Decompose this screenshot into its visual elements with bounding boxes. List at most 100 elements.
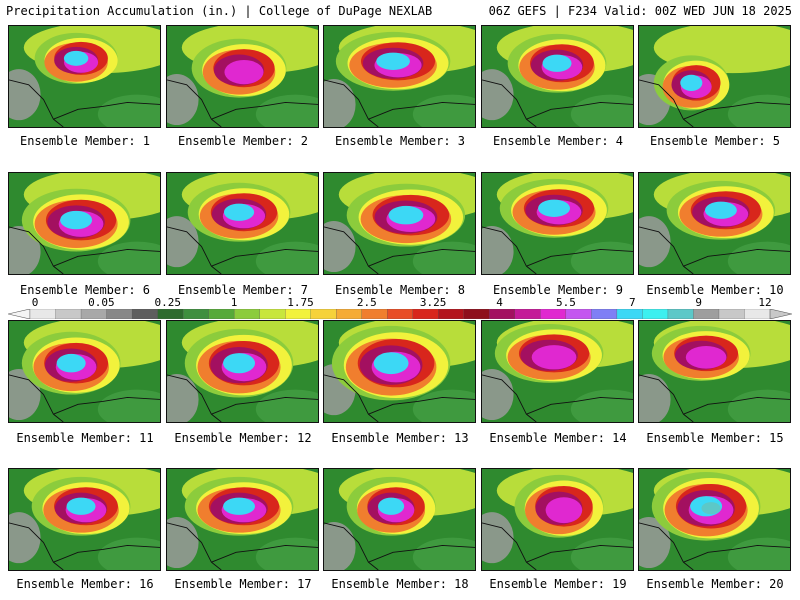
member-map-7 bbox=[166, 172, 319, 275]
scale-arrow-left bbox=[8, 309, 31, 319]
precip-field-11 bbox=[9, 321, 160, 422]
precip-field-9 bbox=[482, 173, 633, 274]
contour-7 bbox=[56, 353, 86, 373]
scale-swatch bbox=[565, 309, 592, 319]
scale-tick-label: 7 bbox=[628, 296, 636, 309]
coastline bbox=[482, 79, 633, 127]
scale-swatch bbox=[591, 309, 618, 319]
member-caption: Ensemble Member: 2 bbox=[177, 134, 309, 148]
contour-5.5 bbox=[685, 345, 727, 369]
precip-field-8 bbox=[324, 173, 475, 274]
member-map-19 bbox=[481, 468, 634, 571]
precip-field-1 bbox=[9, 26, 160, 127]
member-map-3 bbox=[323, 25, 476, 128]
scale-swatch bbox=[693, 309, 720, 319]
scale-tick-label: 1.75 bbox=[287, 296, 314, 309]
member-map-18 bbox=[323, 468, 476, 571]
scale-swatch bbox=[667, 309, 694, 319]
scale-swatch bbox=[718, 309, 745, 319]
scale-swatch bbox=[642, 309, 669, 319]
contour-5.5 bbox=[545, 497, 583, 524]
member-caption: Ensemble Member: 20 bbox=[646, 577, 784, 591]
precip-field-15 bbox=[639, 321, 790, 422]
member-map-13 bbox=[323, 320, 476, 423]
scale-swatch bbox=[310, 309, 337, 319]
dry-region bbox=[639, 517, 671, 569]
contour-7 bbox=[704, 201, 737, 219]
scale-tick-label: 0.25 bbox=[154, 296, 181, 309]
precip-field-7 bbox=[167, 173, 318, 274]
dry-region bbox=[324, 78, 356, 127]
member-map-8 bbox=[323, 172, 476, 275]
member-map-15 bbox=[638, 320, 791, 423]
member-map-5 bbox=[638, 25, 791, 128]
coastline bbox=[9, 374, 160, 422]
coastline bbox=[639, 522, 790, 570]
scale-swatch bbox=[463, 309, 490, 319]
scale-tick-label: 0.05 bbox=[88, 296, 115, 309]
precip-field-5 bbox=[639, 26, 790, 127]
member-caption: Ensemble Member: 1 bbox=[19, 134, 151, 148]
contour-7 bbox=[680, 74, 703, 91]
member-map-12 bbox=[166, 320, 319, 423]
scale-tick-label: 2.5 bbox=[356, 296, 377, 309]
dry-region bbox=[324, 521, 356, 570]
member-caption: Ensemble Member: 9 bbox=[492, 283, 624, 297]
contour-5.5 bbox=[224, 59, 264, 85]
dry-region bbox=[167, 74, 199, 126]
coastline bbox=[482, 522, 633, 570]
scale-swatch bbox=[387, 309, 414, 319]
coastline bbox=[9, 226, 160, 274]
scale-swatch bbox=[80, 309, 108, 319]
scale-swatch bbox=[336, 309, 363, 319]
member-map-9 bbox=[481, 172, 634, 275]
member-map-11 bbox=[8, 320, 161, 423]
scale-tick-label: 5.5 bbox=[555, 296, 576, 309]
precip-field-10 bbox=[639, 173, 790, 274]
member-map-20 bbox=[638, 468, 791, 571]
precip-field-2 bbox=[167, 26, 318, 127]
member-map-1 bbox=[8, 25, 161, 128]
scale-swatch bbox=[208, 309, 235, 319]
member-map-14 bbox=[481, 320, 634, 423]
coastline bbox=[482, 374, 633, 422]
coastline bbox=[324, 374, 475, 422]
precip-field-19 bbox=[482, 469, 633, 570]
coastline bbox=[167, 226, 318, 274]
member-caption: Ensemble Member: 4 bbox=[492, 134, 624, 148]
scale-swatch bbox=[182, 309, 210, 319]
valid-time: 06Z GEFS | F234 Valid: 00Z WED JUN 18 20… bbox=[488, 4, 792, 18]
scale-swatch bbox=[106, 309, 133, 319]
contour-7 bbox=[378, 497, 405, 515]
scale-swatch bbox=[29, 309, 56, 319]
scale-swatch bbox=[233, 309, 261, 319]
precip-field-6 bbox=[9, 173, 160, 274]
scale-swatch bbox=[157, 309, 184, 319]
member-caption: Ensemble Member: 13 bbox=[331, 431, 469, 445]
contour-7 bbox=[538, 199, 571, 217]
precip-field-18 bbox=[324, 469, 475, 570]
precip-field-14 bbox=[482, 321, 633, 422]
scale-tick-label: 9 bbox=[695, 296, 702, 309]
color-scale-bar bbox=[8, 309, 792, 319]
scale-swatch bbox=[616, 309, 643, 319]
scale-tick-label: 12 bbox=[758, 296, 772, 309]
coastline bbox=[9, 522, 160, 570]
coastline bbox=[639, 226, 790, 274]
member-map-4 bbox=[481, 25, 634, 128]
contour-7 bbox=[63, 50, 89, 66]
precip-field-16 bbox=[9, 469, 160, 570]
member-caption: Ensemble Member: 18 bbox=[331, 577, 469, 591]
scale-swatch bbox=[744, 309, 771, 319]
member-map-2 bbox=[166, 25, 319, 128]
coastline bbox=[324, 522, 475, 570]
member-caption: Ensemble Member: 6 bbox=[19, 283, 151, 297]
member-caption: Ensemble Member: 16 bbox=[16, 577, 154, 591]
member-map-6 bbox=[8, 172, 161, 275]
scale-arrow-right bbox=[769, 309, 792, 319]
coastline bbox=[324, 79, 475, 127]
member-caption: Ensemble Member: 10 bbox=[646, 283, 784, 297]
member-caption: Ensemble Member: 15 bbox=[646, 431, 784, 445]
scale-tick-label: 4 bbox=[496, 296, 503, 309]
scale-swatch bbox=[285, 309, 312, 319]
